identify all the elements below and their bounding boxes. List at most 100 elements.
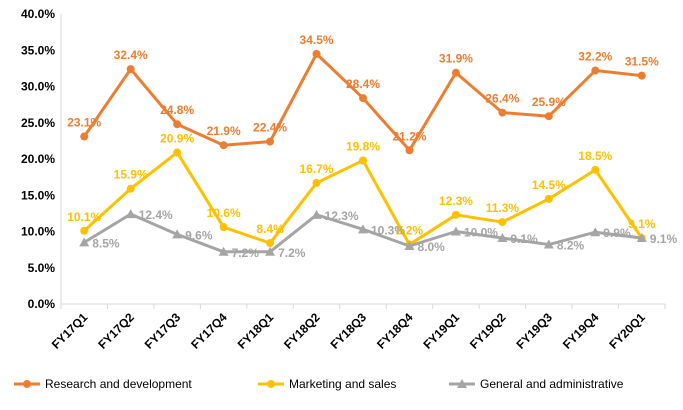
y-tick-label: 15.0%: [21, 188, 55, 202]
data-point-research-and-development: [637, 71, 646, 80]
x-tick-label: FY20Q1: [606, 310, 648, 352]
data-point-marketing-and-sales: [126, 184, 135, 193]
data-point-research-and-development: [312, 49, 321, 58]
y-tick-label: 10.0%: [21, 225, 55, 239]
y-tick-label: 0.0%: [28, 297, 56, 311]
data-point-marketing-and-sales: [498, 218, 507, 227]
data-point-marketing-and-sales: [544, 194, 553, 203]
data-label-research-and-development: 34.5%: [300, 33, 334, 47]
data-point-general-and-administrative: [404, 241, 415, 250]
data-label-marketing-and-sales: 19.8%: [346, 139, 380, 153]
data-point-marketing-and-sales: [451, 210, 460, 219]
data-label-general-and-administrative: 9.1%: [510, 232, 538, 246]
data-point-marketing-and-sales: [80, 226, 89, 235]
data-label-marketing-and-sales: 14.5%: [532, 178, 566, 192]
data-label-general-and-administrative: 10.0%: [464, 226, 498, 240]
data-labels-layer: 23.1% 32.4% 24.8% 21.9% 22.4% 34.5% 28.4% 21.2%…: [67, 33, 677, 260]
x-tick-label: FY17Q1: [49, 310, 91, 352]
data-label-research-and-development: 26.4%: [485, 92, 519, 106]
series-research-and-development: [80, 49, 646, 155]
data-label-research-and-development: 31.5%: [625, 55, 659, 69]
data-label-general-and-administrative: 10.3%: [371, 223, 405, 237]
data-label-general-and-administrative: 12.3%: [325, 209, 359, 223]
legend-marker-general-and-administrative: [457, 379, 467, 388]
data-point-general-and-administrative: [358, 224, 368, 234]
data-point-general-and-administrative: [543, 239, 554, 249]
data-point-general-and-administrative: [172, 229, 183, 239]
y-tick-label: 5.0%: [28, 261, 56, 275]
x-tick-label: FY17Q4: [188, 310, 230, 352]
x-tick-label: FY19Q1: [421, 310, 463, 352]
legend-marker-marketing-and-sales: [267, 380, 275, 388]
data-label-marketing-and-sales: 15.9%: [114, 168, 148, 182]
data-label-general-and-administrative: 9.9%: [603, 226, 631, 240]
data-label-general-and-administrative: 8.5%: [92, 236, 120, 250]
data-point-research-and-development: [591, 66, 600, 75]
legend-item-general-and-administrative: General and administrative: [449, 377, 624, 391]
data-label-marketing-and-sales: 20.9%: [160, 131, 194, 145]
legend-item-research-and-development: Research and development: [14, 377, 192, 391]
y-tick-label: 35.0%: [21, 43, 55, 57]
data-point-research-and-development: [266, 137, 275, 146]
data-label-marketing-and-sales: 10.6%: [207, 206, 241, 220]
x-tick-label: FY18Q3: [328, 310, 370, 352]
data-label-research-and-development: 28.4%: [346, 77, 380, 91]
data-label-research-and-development: 32.4%: [114, 48, 148, 62]
data-label-research-and-development: 31.9%: [439, 52, 473, 66]
x-tick-label: FY17Q2: [95, 310, 137, 352]
data-point-marketing-and-sales: [312, 178, 321, 187]
data-label-general-and-administrative: 9.6%: [185, 228, 213, 242]
data-point-marketing-and-sales: [591, 165, 600, 174]
x-tick-label: FY18Q1: [235, 310, 277, 352]
data-label-research-and-development: 21.9%: [207, 124, 241, 138]
data-point-general-and-administrative: [497, 233, 508, 243]
data-label-marketing-and-sales: 8.4%: [256, 222, 284, 236]
legend-label-general-and-administrative: General and administrative: [480, 377, 624, 391]
data-point-general-and-administrative: [450, 226, 461, 236]
data-point-marketing-and-sales: [219, 223, 228, 232]
data-point-general-and-administrative: [125, 209, 136, 219]
data-label-research-and-development: 23.1%: [67, 116, 101, 130]
y-tick-label: 30.0%: [21, 80, 55, 94]
legend-label-research-and-development: Research and development: [45, 377, 192, 391]
y-tick-label: 40.0%: [21, 7, 55, 21]
series-marketing-and-sales: [80, 148, 646, 249]
x-tick-label: FY19Q3: [513, 310, 555, 352]
series-general-and-administrative: [79, 209, 647, 256]
data-point-research-and-development: [544, 112, 553, 121]
data-point-research-and-development: [173, 120, 182, 129]
data-point-research-and-development: [405, 146, 414, 155]
data-point-general-and-administrative: [265, 246, 276, 256]
data-point-research-and-development: [80, 132, 89, 141]
data-label-research-and-development: 24.8%: [160, 103, 194, 117]
x-tick-label: FY17Q3: [142, 310, 184, 352]
x-tick-label: FY19Q2: [467, 310, 509, 352]
data-label-general-and-administrative: 9.1%: [650, 232, 678, 246]
data-point-marketing-and-sales: [359, 156, 367, 165]
y-tick-label: 20.0%: [21, 152, 55, 166]
data-label-marketing-and-sales: 16.7%: [300, 162, 334, 176]
data-point-general-and-administrative: [636, 233, 647, 243]
data-label-general-and-administrative: 7.2%: [232, 246, 260, 260]
legend: Research and development Marketing and sa…: [14, 377, 624, 391]
y-tick-label: 25.0%: [21, 116, 55, 130]
data-label-marketing-and-sales: 18.5%: [578, 149, 612, 163]
data-point-research-and-development: [359, 94, 367, 103]
data-label-marketing-and-sales: 8.2%: [396, 224, 424, 238]
data-label-general-and-administrative: 8.2%: [557, 239, 585, 253]
data-label-marketing-and-sales: 12.3%: [439, 194, 473, 208]
data-label-general-and-administrative: 8.0%: [417, 240, 445, 254]
data-point-general-and-administrative: [311, 209, 322, 219]
data-point-research-and-development: [498, 108, 507, 117]
data-label-research-and-development: 32.2%: [578, 50, 612, 64]
data-point-marketing-and-sales: [266, 239, 275, 248]
data-label-research-and-development: 22.4%: [253, 121, 287, 135]
data-label-general-and-administrative: 7.2%: [278, 246, 306, 260]
legend-label-marketing-and-sales: Marketing and sales: [289, 377, 396, 391]
data-point-general-and-administrative: [590, 227, 601, 237]
legend-marker-research-and-development: [23, 380, 31, 388]
data-point-general-and-administrative: [79, 237, 90, 247]
data-label-marketing-and-sales: 9.1%: [628, 217, 656, 231]
series-layer: [79, 49, 647, 256]
